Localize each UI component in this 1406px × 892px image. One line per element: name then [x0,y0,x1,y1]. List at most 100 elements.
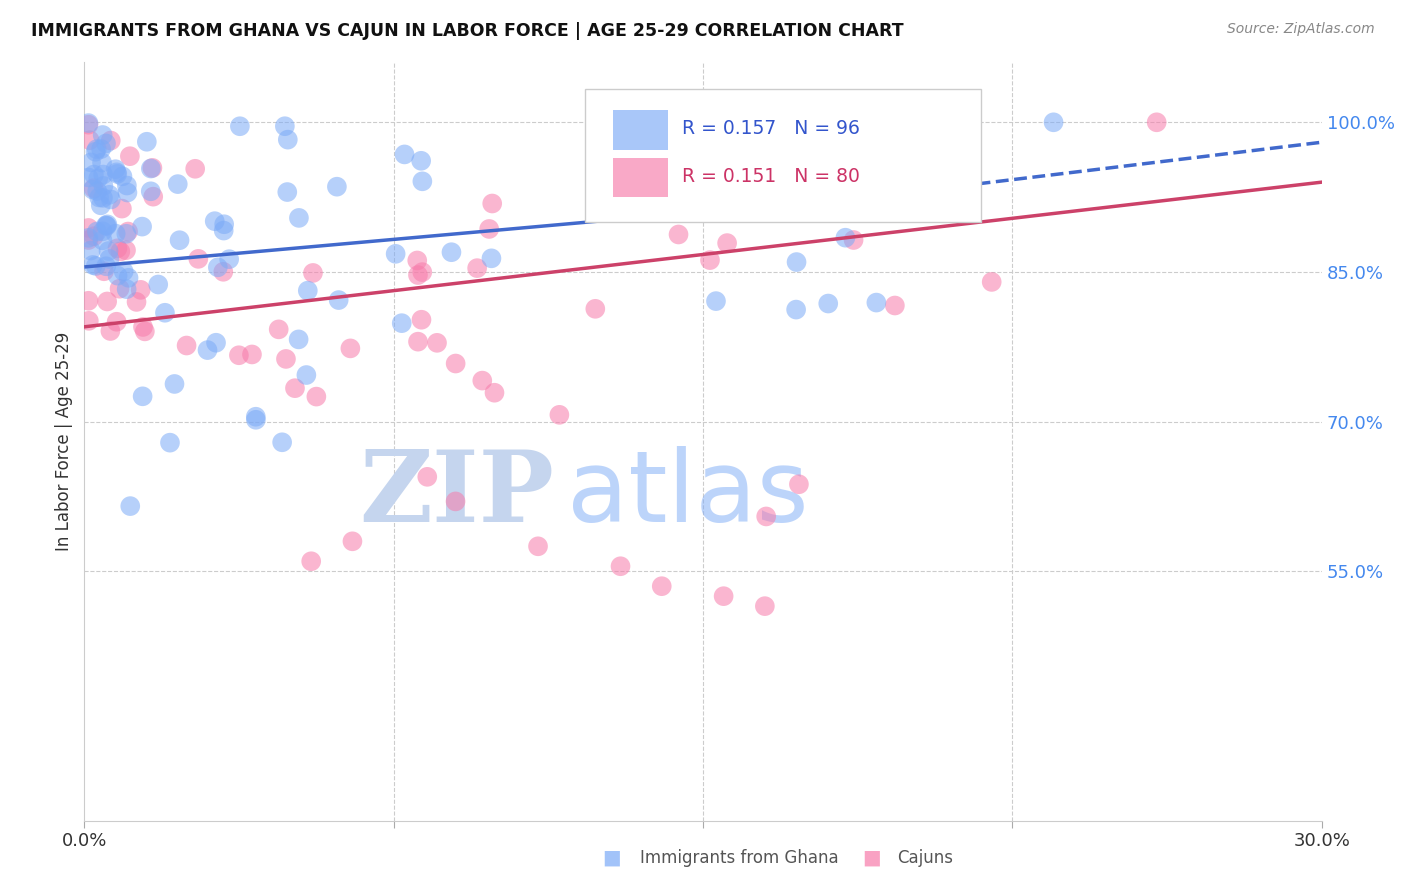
Point [86,142,108,156]
Point [197,343,219,357]
Text: Immigrants from Ghana: Immigrants from Ghana [640,849,838,867]
Point [110,244,132,259]
Point [786,255,808,269]
Point [406,268,429,282]
Point [100,324,122,338]
Point [129,283,152,297]
Point [288,211,311,225]
Point [713,589,735,603]
Point [218,252,240,267]
Point [89,190,111,204]
Text: Source: ZipAtlas.com: Source: ZipAtlas.com [1227,22,1375,37]
Point [142,189,165,203]
Point [139,184,162,198]
Point [141,161,163,175]
Point [132,320,155,334]
Point [755,509,778,524]
Point [104,162,127,177]
Point [817,296,839,310]
Point [228,348,250,362]
Point [105,315,128,329]
Point [117,225,139,239]
Point [84,145,107,159]
Point [90,198,112,212]
Text: ▪: ▪ [862,844,882,872]
Point [305,390,328,404]
Point [267,322,290,336]
Bar [613,111,668,150]
Point [80,155,103,169]
Point [111,169,134,184]
Point [77,170,100,185]
Point [326,179,349,194]
Point [668,227,690,242]
Point [384,247,406,261]
Point [84,259,107,273]
Text: ZIP: ZIP [360,446,554,543]
Point [86,184,108,198]
Point [295,368,318,382]
Point [83,168,105,182]
Point [105,165,128,179]
Point [699,253,721,268]
Point [204,214,226,228]
Point [471,374,494,388]
Point [100,193,122,207]
Point [245,409,267,424]
Point [302,266,325,280]
Point [118,149,141,163]
Point [406,253,429,268]
Point [276,185,298,199]
Point [82,183,104,197]
Point [187,252,209,266]
Point [117,270,139,285]
Point [93,264,115,278]
Point [91,233,114,247]
Point [212,223,235,237]
Point [651,579,673,593]
Text: R = 0.151   N = 80: R = 0.151 N = 80 [682,167,860,186]
Point [131,219,153,234]
Point [444,357,467,371]
Point [115,282,138,296]
Point [444,494,467,508]
Point [134,325,156,339]
Point [98,252,121,266]
Point [176,338,198,352]
Point [411,153,433,168]
Point [394,147,416,161]
Point [1146,115,1168,129]
Point [93,178,115,193]
Point [205,335,228,350]
Text: atlas: atlas [567,446,808,543]
Point [391,316,413,330]
Point [184,161,207,176]
Point [96,219,118,233]
Point [583,301,606,316]
Point [94,136,117,151]
Point [91,155,114,169]
Point [139,161,162,176]
Point [125,294,148,309]
Point [96,218,118,232]
Point [153,306,176,320]
Point [842,233,865,247]
Point [274,351,297,366]
Text: ▪: ▪ [602,844,621,872]
Point [91,168,114,182]
Point [229,120,252,134]
Point [97,244,120,258]
Bar [613,158,668,197]
Point [484,385,506,400]
Point [108,282,131,296]
Point [716,236,738,251]
FancyBboxPatch shape [585,89,981,221]
Point [77,221,100,235]
Point [406,334,429,349]
Point [135,135,157,149]
Point [83,181,105,195]
Point [207,260,229,275]
Point [284,381,307,395]
Point [83,229,105,244]
Point [240,347,263,361]
